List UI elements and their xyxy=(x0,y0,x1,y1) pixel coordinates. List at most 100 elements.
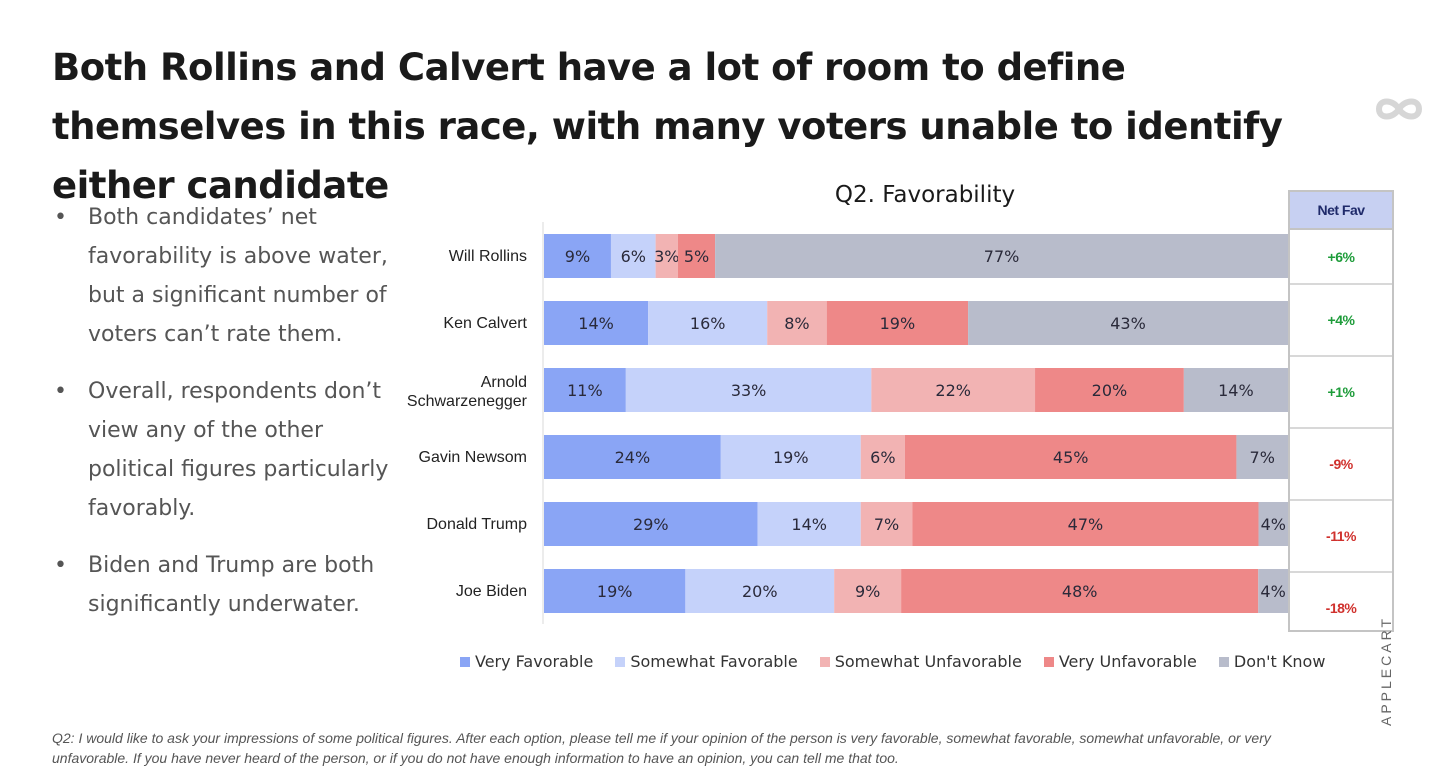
legend-label: Very Unfavorable xyxy=(1058,652,1197,671)
legend-label: Somewhat Unfavorable xyxy=(834,652,1022,671)
legend-item: Very Unfavorable xyxy=(1043,652,1197,671)
infinity-icon xyxy=(1375,98,1423,120)
data-label: 45% xyxy=(1053,448,1089,467)
data-label: 77% xyxy=(984,247,1020,266)
bar-segment xyxy=(625,368,872,412)
legend-swatch xyxy=(819,656,830,667)
bar-segment xyxy=(544,435,721,479)
data-label: 3% xyxy=(654,247,679,266)
data-label: 11% xyxy=(567,381,603,400)
legend-label: Don't Know xyxy=(1233,652,1326,671)
bar-segment xyxy=(685,569,835,613)
net-fav-value: -18% xyxy=(1325,600,1357,616)
net-fav-value: +1% xyxy=(1290,357,1392,429)
bullet-text: Both candidates’ net favorability is abo… xyxy=(88,205,388,347)
bullet-item: • Overall, respondents don’t view any of… xyxy=(50,372,390,528)
net-fav-cells: +6% +4% +1% -9% -11% -18% xyxy=(1290,230,1392,643)
footnote: Q2: I would like to ask your impressions… xyxy=(52,730,1271,766)
bar-segment xyxy=(860,435,905,479)
data-label: 8% xyxy=(784,314,809,333)
bar-segment xyxy=(1035,368,1184,412)
legend-swatch xyxy=(1043,656,1054,667)
bar-segment xyxy=(544,569,686,613)
bar-segment xyxy=(715,234,1288,278)
legend-swatch xyxy=(615,656,626,667)
chart-title: Q2. Favorability xyxy=(834,182,1016,208)
category-label: Donald Trump xyxy=(427,516,528,533)
bar-segment xyxy=(1183,368,1288,412)
category-label: Will Rollins xyxy=(449,248,527,265)
data-label: 19% xyxy=(773,448,809,467)
bar-segment xyxy=(968,301,1288,345)
legend-label: Somewhat Favorable xyxy=(630,652,798,671)
brand-label: APPLECART xyxy=(1378,616,1394,726)
data-label: 16% xyxy=(690,314,726,333)
legend-swatch xyxy=(460,656,470,667)
data-label: 5% xyxy=(684,247,709,266)
bullet-symbol: • xyxy=(54,553,67,578)
data-label: 9% xyxy=(565,247,590,266)
bar-segment xyxy=(834,569,902,613)
data-label: 9% xyxy=(855,582,880,601)
bar-segment xyxy=(1236,435,1288,479)
legend-item: Very Favorable xyxy=(460,652,593,671)
data-label: 4% xyxy=(1261,515,1286,534)
bar-segment xyxy=(655,234,678,278)
legend-item: Somewhat Unfavorable xyxy=(819,652,1022,671)
data-label: 19% xyxy=(597,582,633,601)
bullet-item: • Both candidates’ net favorability is a… xyxy=(50,198,390,354)
legend-item: Don't Know xyxy=(1218,652,1326,671)
data-label: 22% xyxy=(935,381,971,400)
bar-segment xyxy=(826,301,969,345)
net-fav-table: Net Fav +6% +4% +1% -9% -11% -18% xyxy=(1288,190,1394,632)
slide-title: Both Rollins and Calvert have a lot of r… xyxy=(52,46,1283,207)
bullet-symbol: • xyxy=(54,205,67,230)
data-label: 20% xyxy=(1092,381,1128,400)
category-label: Ken Calvert xyxy=(443,315,527,332)
data-label: 6% xyxy=(621,247,646,266)
bar-segment xyxy=(648,301,768,345)
bullet-text: Biden and Trump are both significantly u… xyxy=(88,553,375,617)
data-label: 14% xyxy=(1218,381,1254,400)
legend-swatch xyxy=(1218,656,1229,667)
data-label: 24% xyxy=(615,448,651,467)
net-fav-value: +6% xyxy=(1290,230,1392,285)
bullet-text: Overall, respondents don’t view any of t… xyxy=(88,379,389,521)
bar-segment xyxy=(871,368,1036,412)
data-label: 47% xyxy=(1068,515,1104,534)
data-label: 14% xyxy=(578,314,614,333)
legend-label: Very Favorable xyxy=(475,652,594,671)
bar-segment xyxy=(904,435,1237,479)
bar-segment xyxy=(544,368,626,412)
bar-segment xyxy=(860,502,913,546)
data-label: 14% xyxy=(791,515,827,534)
category-label: Joe Biden xyxy=(456,583,527,600)
data-label: 6% xyxy=(870,448,895,467)
bar-segment xyxy=(544,502,758,546)
net-fav-value: -11% xyxy=(1290,501,1392,573)
bar-segment xyxy=(1258,502,1288,546)
net-fav-value: +4% xyxy=(1290,285,1392,357)
bullet-item: • Biden and Trump are both significantly… xyxy=(50,546,390,624)
data-label: 20% xyxy=(742,582,778,601)
bar-segment xyxy=(677,234,716,278)
data-label: 43% xyxy=(1110,314,1146,333)
bar-segment xyxy=(610,234,656,278)
legend-item: Somewhat Favorable xyxy=(615,652,798,671)
data-label: 7% xyxy=(874,515,899,534)
data-label: 19% xyxy=(880,314,916,333)
category-label: Gavin Newsom xyxy=(419,449,527,466)
category-label: Arnold Schwarzenegger xyxy=(407,374,528,410)
favorability-chart: Will Rollins 9% 6% 3% 5% 77% Ken Calvert 14% 16%… xyxy=(407,222,1288,624)
bar-segment xyxy=(901,569,1259,613)
data-label: 33% xyxy=(731,381,767,400)
data-label: 48% xyxy=(1062,582,1098,601)
net-fav-value: -9% xyxy=(1290,429,1392,501)
data-label: 29% xyxy=(633,515,669,534)
data-label: 7% xyxy=(1250,448,1275,467)
data-label: 4% xyxy=(1260,582,1285,601)
bar-segment xyxy=(720,435,861,479)
bar-segment xyxy=(912,502,1259,546)
bar-segment xyxy=(544,234,611,278)
bar-segment xyxy=(757,502,861,546)
